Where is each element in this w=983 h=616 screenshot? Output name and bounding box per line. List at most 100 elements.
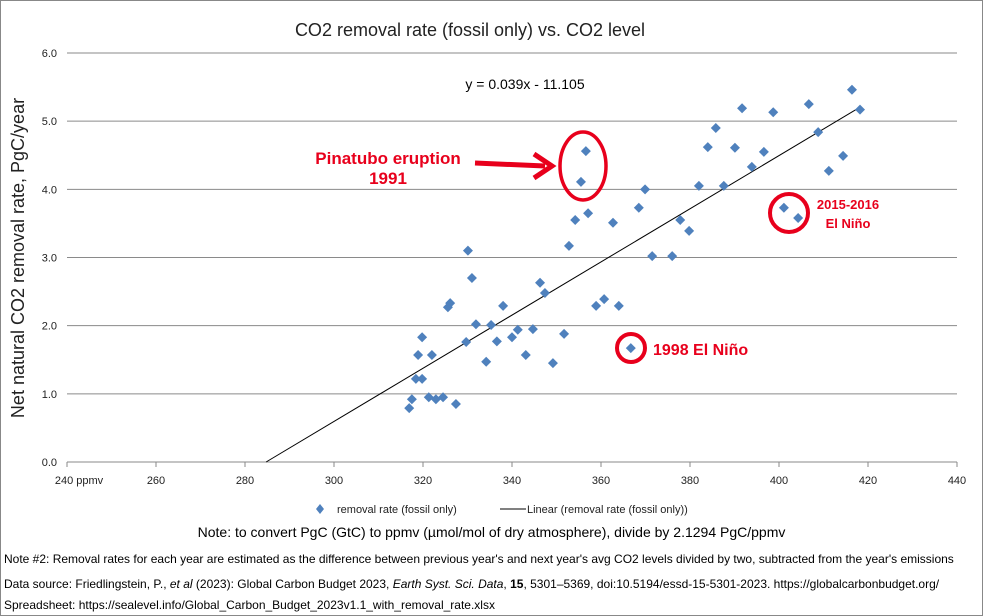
data-point	[563, 240, 574, 251]
x-tick-label: 440	[948, 475, 966, 487]
data-point	[599, 294, 610, 305]
data-point	[450, 399, 461, 410]
data-points	[404, 84, 865, 414]
data-point	[535, 277, 546, 288]
data-point	[702, 142, 713, 153]
data-point	[575, 176, 586, 187]
data-point	[846, 84, 857, 95]
data-point	[633, 202, 644, 213]
data-point	[803, 99, 814, 110]
y-tick-label: 2.0	[42, 321, 57, 333]
data-point	[729, 142, 740, 153]
data-point	[470, 319, 481, 330]
data-point	[613, 300, 624, 311]
data-point	[423, 392, 434, 403]
data-point	[693, 180, 704, 191]
data-point	[625, 343, 636, 354]
x-tick-label: 360	[592, 475, 610, 487]
y-tick-labels: 0.0 1.0 2.0 3.0 4.0 5.0 6.0	[42, 48, 57, 469]
data-point	[854, 104, 865, 115]
data-point	[559, 328, 570, 339]
data-point	[570, 215, 581, 226]
data-point	[491, 336, 502, 347]
nino1998-label: 1998 El Niño	[653, 342, 748, 359]
x-tick-label: 380	[681, 475, 699, 487]
y-tick-label: 5.0	[42, 116, 57, 128]
data-point	[539, 287, 550, 298]
x-tick-label: 420	[859, 475, 877, 487]
nino1998-circle	[615, 332, 647, 364]
nino2015-sublabel: El Niño	[826, 216, 871, 231]
arrow-shaft	[474, 160, 546, 169]
y-axis-label: Net natural CO2 removal rate, PgC/year	[8, 98, 28, 418]
data-point	[426, 349, 437, 360]
data-point	[710, 122, 721, 133]
legend-series-label: removal rate (fossil only)	[337, 504, 457, 516]
data-point	[823, 165, 834, 176]
data-point	[758, 146, 769, 157]
data-point	[404, 403, 415, 414]
legend: removal rate (fossil only) Linear (remov…	[316, 504, 688, 516]
source-et-al: et al	[169, 577, 193, 591]
data-point	[438, 392, 449, 403]
data-point	[608, 217, 619, 228]
x-tick-label: 400	[770, 475, 788, 487]
pinatubo-circle	[558, 130, 608, 202]
data-point	[512, 324, 523, 335]
data-point	[430, 394, 441, 405]
data-point	[778, 202, 789, 213]
source-text: Data source: Friedlingstein, P.,	[4, 577, 170, 591]
data-point	[746, 161, 757, 172]
data-point	[486, 319, 497, 330]
x-tick-label: 240 ppmv	[55, 475, 104, 487]
x-tick-label: 320	[414, 475, 432, 487]
y-tick-label: 6.0	[42, 48, 57, 60]
x-tick-label: 260	[147, 475, 165, 487]
legend-trendline-label: Linear (removal rate (fossil only))	[527, 504, 688, 516]
gridlines	[66, 52, 958, 467]
pinatubo-year: 1991	[369, 169, 407, 188]
nino2015-annotation: 2015-2016 El Niño	[768, 192, 879, 234]
data-point	[466, 272, 477, 283]
data-point	[718, 180, 729, 191]
nino1998-annotation: 1998 El Niño	[615, 332, 748, 364]
data-point	[461, 337, 472, 348]
source-volume: 15	[510, 577, 524, 591]
data-point	[547, 358, 558, 369]
data-point	[580, 146, 591, 157]
nino2015-circle	[768, 192, 810, 234]
data-point	[667, 251, 678, 262]
data-point	[445, 298, 456, 309]
legend-marker-diamond-icon	[316, 504, 324, 514]
arrow-head-icon	[532, 151, 557, 181]
data-point	[793, 212, 804, 223]
x-tick-label: 280	[236, 475, 254, 487]
data-point	[507, 332, 517, 343]
data-point	[591, 300, 602, 311]
data-point	[647, 251, 658, 262]
y-tick-label: 0.0	[42, 457, 57, 469]
source-text: (2023): Global Carbon Budget 2023,	[192, 577, 393, 591]
source-journal: Earth Syst. Sci. Data	[392, 577, 504, 591]
trendline	[265, 106, 861, 463]
data-point	[406, 394, 417, 405]
data-point	[838, 150, 849, 161]
data-point	[498, 300, 509, 311]
pinatubo-annotation: Pinatubo eruption 1991	[315, 130, 608, 202]
data-point	[527, 324, 538, 335]
y-tick-label: 4.0	[42, 184, 57, 196]
note-2: Note #2: Removal rates for each year are…	[4, 552, 954, 566]
conversion-note: Note: to convert PgC (GtC) to ppmv (µmol…	[197, 524, 786, 540]
data-point	[640, 184, 651, 195]
y-tick-label: 1.0	[42, 389, 57, 401]
data-point	[413, 349, 424, 360]
source-text: ,	[503, 577, 511, 591]
data-point	[417, 332, 428, 343]
data-point	[520, 349, 531, 360]
x-tick-label: 300	[325, 475, 343, 487]
data-point	[813, 127, 824, 138]
x-tick-labels: 240 ppmv 260 280 300 320 340 360 380 400 420 440	[55, 475, 966, 487]
data-point	[684, 225, 695, 236]
data-point	[583, 208, 594, 219]
